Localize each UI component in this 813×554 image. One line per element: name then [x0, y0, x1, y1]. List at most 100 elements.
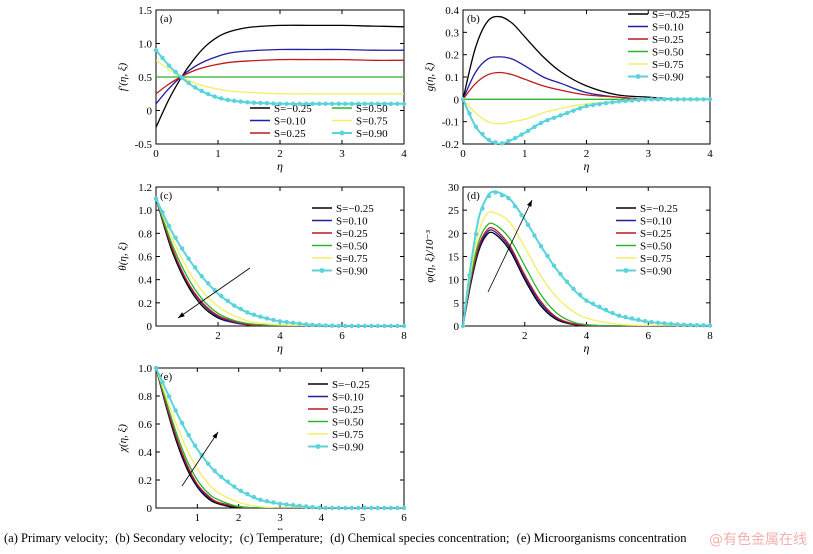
legend-label: S=0.90	[640, 266, 672, 278]
legend-label: S=0.90	[356, 128, 388, 140]
legend-label: S=0.90	[336, 266, 368, 278]
series-marker	[694, 97, 700, 102]
series-marker	[629, 316, 635, 321]
x-tick-label: 6	[339, 330, 345, 342]
legend-marker	[623, 268, 629, 273]
legend-label: S=0.50	[332, 417, 364, 429]
y-tick-label: 25	[448, 205, 460, 217]
caption-item-c: (c) Temperature;	[239, 531, 323, 545]
series-marker	[245, 310, 250, 315]
series-marker	[219, 474, 224, 480]
legend-label: S=−0.25	[640, 203, 678, 215]
series-marker	[219, 96, 224, 101]
chart-panel-3: 2 4 6 8 0 0.2 0.4 0.6 0.8 1.0 1.2 η θ(η, ξ) (c) S=−0.2…	[117, 182, 407, 355]
series-marker	[316, 505, 322, 510]
series-marker	[153, 196, 159, 201]
legend-label: S=0.25	[332, 404, 364, 416]
series-marker	[192, 85, 198, 90]
series-marker	[316, 101, 322, 107]
legend-label: S=0.10	[274, 116, 306, 128]
y-axis-label: χ(η, ξ)	[117, 424, 129, 453]
x-axis-label: η	[584, 341, 590, 355]
legend-marker	[339, 130, 345, 136]
y-tick-label: 15	[448, 252, 460, 264]
series-marker	[707, 323, 713, 328]
series-marker	[532, 233, 537, 238]
figure-canvas: 0 1 2 3 4-0.500.51.01.5ηf′(η, ξ)(a)S=−0.25S=…	[117, 5, 713, 530]
series-line	[156, 368, 404, 508]
legend-marker	[635, 74, 641, 79]
series-marker	[388, 101, 394, 107]
y-tick-label: 0.4	[138, 447, 152, 459]
legend-label: S=0.90	[652, 72, 684, 84]
series-marker	[493, 140, 498, 145]
series-marker	[362, 323, 368, 329]
series-line	[463, 98, 710, 125]
series-marker	[160, 379, 165, 385]
series-marker	[362, 505, 368, 511]
series-marker	[343, 505, 348, 511]
series-marker	[232, 484, 237, 489]
y-tick-label: 0.5	[138, 72, 152, 84]
legend-label: S=0.10	[332, 392, 364, 404]
series-line	[463, 222, 710, 326]
series-marker	[225, 479, 230, 484]
series-marker	[199, 452, 204, 458]
legend-label: S=0.50	[336, 241, 368, 253]
series-line	[156, 368, 404, 508]
series-marker	[173, 235, 178, 240]
series-marker	[532, 124, 537, 130]
series-marker	[349, 101, 354, 107]
x-tick-label: 1	[195, 512, 201, 524]
legend-label: S=0.50	[356, 103, 388, 115]
y-tick-label: 0.4	[138, 275, 152, 287]
series-marker	[199, 88, 204, 94]
x-tick-label: 1	[522, 148, 528, 160]
series-marker	[225, 298, 230, 304]
series-marker	[290, 320, 296, 326]
x-axis-label: η	[277, 523, 283, 530]
series-marker	[467, 111, 472, 116]
trend-arrow-head	[526, 200, 532, 207]
series-marker	[662, 321, 667, 326]
series-marker	[245, 491, 250, 497]
trend-arrow-head	[178, 312, 185, 318]
series-marker	[564, 110, 570, 116]
series-marker	[206, 91, 211, 97]
y-tick-label: 0.8	[138, 391, 152, 403]
series-marker	[160, 55, 165, 61]
series-marker	[179, 420, 185, 426]
trend-arrow	[177, 267, 251, 319]
series-marker	[369, 323, 374, 329]
series-marker	[649, 97, 654, 102]
series-line	[156, 368, 404, 508]
series-marker	[160, 210, 165, 215]
series-marker	[395, 505, 400, 511]
legend-label: S=0.25	[336, 228, 368, 240]
legend-label: S=0.50	[640, 241, 672, 253]
series-marker	[623, 314, 628, 320]
series-marker	[519, 212, 524, 218]
panel-label: (b)	[467, 13, 480, 25]
legend-label: S=0.75	[356, 116, 388, 128]
series-marker	[362, 101, 368, 107]
series-marker	[258, 497, 263, 503]
series-marker	[297, 321, 302, 326]
series-marker	[538, 243, 544, 249]
series-marker	[577, 106, 583, 111]
series-marker	[519, 132, 524, 137]
series-line	[156, 368, 404, 508]
x-tick-label: 2	[236, 512, 242, 524]
series-marker	[179, 246, 185, 251]
series-marker	[681, 97, 687, 102]
legend-label: S=−0.25	[336, 203, 374, 215]
series-marker	[642, 318, 648, 324]
series-marker	[199, 274, 204, 279]
y-tick-label: 0.4	[445, 5, 459, 17]
legend-label: S=−0.25	[652, 9, 690, 21]
series-marker	[538, 120, 544, 126]
series-marker	[401, 505, 407, 511]
y-tick-label: 30	[448, 182, 460, 194]
series-line	[463, 15, 710, 101]
